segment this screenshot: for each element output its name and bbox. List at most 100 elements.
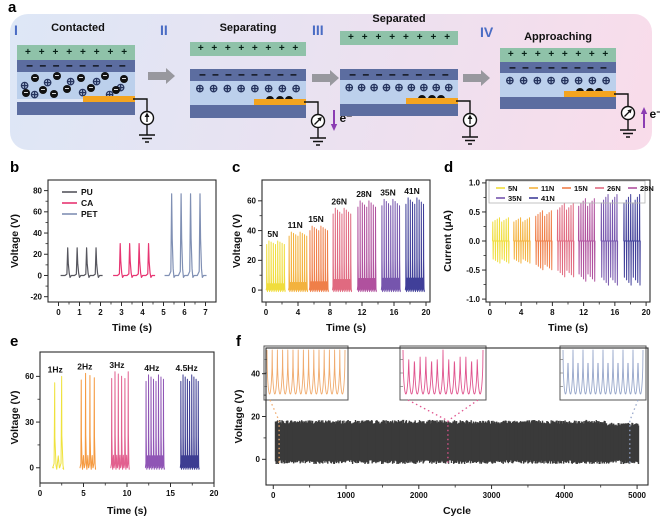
negative-charge: –	[26, 58, 33, 72]
negative-charge: –	[212, 67, 219, 81]
negative-film-layer: – – – – – – – –	[500, 59, 616, 74]
negative-charge: –	[574, 59, 581, 74]
chart-b-voltage-materials: 0 1 2 3 4 5 6 7 -20 0 20 40 60 80 Time (s) Voltage (V) P…	[6, 160, 224, 336]
group-15N	[535, 210, 553, 271]
group-11N	[513, 217, 531, 264]
positive-ion: ⊕	[419, 81, 429, 94]
electron: –	[112, 85, 120, 94]
series-group: 1Hz 2Hz 3Hz 4Hz 4.5Hz	[48, 360, 200, 470]
chart-e-voltage-frequency: 1Hz 2Hz 3Hz 4Hz 4.5Hz 0 5 10 15 20 0 30 60 Time (s) Vo…	[6, 336, 224, 519]
electron: –	[63, 84, 71, 93]
svg-text:4000: 4000	[555, 491, 573, 500]
ammeter-circuit	[133, 98, 155, 143]
positive-charge: +	[575, 49, 582, 60]
svg-text:26N: 26N	[607, 184, 621, 193]
positive-charge: +	[347, 32, 354, 43]
positive-ion-row: ⊕ ⊕ ⊕ ⊕ ⊕ ⊕ ⊕ ⊕	[193, 83, 303, 95]
positive-charge: +	[507, 49, 514, 60]
positive-ion: ⊕	[92, 76, 102, 88]
positive-ion: ⊕	[444, 81, 454, 94]
negative-charge: –	[415, 66, 423, 81]
electron: –	[31, 73, 39, 82]
positive-charge: +	[211, 43, 218, 54]
chart-e-svg: 1Hz 2Hz 3Hz 4Hz 4.5Hz 0 5 10 15 20 0 30 60 Time (s) Vo…	[9, 351, 219, 517]
svg-text:0: 0	[256, 455, 261, 464]
group-26N	[556, 202, 575, 278]
electron: –	[39, 85, 47, 94]
series-group	[492, 194, 641, 286]
positive-ion: ⊕	[43, 77, 53, 89]
positive-charge: +	[278, 43, 285, 54]
positive-charge: +	[66, 46, 73, 58]
positive-charge-row: + + + + + + + +	[194, 42, 302, 56]
ammeter-circuit	[456, 100, 478, 145]
positive-charge: +	[588, 49, 595, 60]
panel-label-f: f	[236, 333, 241, 350]
group-label-2Hz: 2Hz	[77, 361, 92, 371]
svg-text:28N: 28N	[640, 184, 654, 193]
svg-text:35N: 35N	[508, 194, 522, 203]
negative-charge: –	[199, 67, 206, 81]
svg-text:-0.5: -0.5	[466, 266, 480, 275]
panel-label-b: b	[10, 159, 20, 176]
svg-text:20: 20	[251, 412, 260, 421]
chart-d-svg: 5N 11N 15N 26N 28N 35N 41N 0 4 8 12 16 20 -1.0 -0.5 0.0…	[442, 179, 654, 334]
svg-text:0: 0	[30, 464, 35, 473]
negative-charge: –	[251, 67, 258, 81]
stage-title-separating: Separating	[219, 22, 277, 34]
negative-charge-row: – – – – – – – –	[506, 59, 610, 74]
negative-charge: –	[79, 58, 86, 72]
chart-f-svg: 0 1000 2000 3000 4000 5000 0 20 40 Cycle Voltage (…	[233, 345, 649, 517]
group-label-26N: 26N	[331, 196, 347, 206]
positive-ion: ⊕	[209, 82, 219, 95]
chart-f-durability: 0 1000 2000 3000 4000 5000 0 20 40 Cycle Voltage (…	[230, 336, 660, 519]
svg-text:11N: 11N	[541, 184, 554, 193]
x-axis-label: Time (s)	[326, 322, 366, 334]
triboelectric-top-layer: + + + + + + + +	[500, 48, 616, 62]
group-41N	[404, 197, 425, 293]
svg-text:15N: 15N	[574, 184, 588, 193]
triboelectric-top-layer: + + + + + + + +	[190, 42, 306, 56]
negative-charge: –	[119, 58, 126, 72]
electrode	[564, 91, 616, 97]
mechanism-diagram: I Contacted + + + + + + + + – – – – – – – – ⊕ ⊕ ⊕ ⊕ ⊕ ⊕ ⊕ ⊕ – – – – – –…	[0, 0, 660, 160]
positive-ion: ⊕	[195, 82, 205, 95]
negative-film-layer: – – – – – – – –	[340, 66, 458, 81]
positive-ion: ⊕	[222, 82, 232, 95]
svg-text:40: 40	[33, 229, 42, 238]
svg-text:CA: CA	[81, 198, 93, 208]
positive-charge: +	[121, 46, 128, 58]
svg-text:5: 5	[81, 489, 86, 498]
positive-ion: ⊕	[20, 80, 30, 92]
group-26N	[332, 207, 353, 293]
negative-charge: –	[362, 66, 370, 81]
svg-text:16: 16	[610, 308, 619, 317]
negative-charge: –	[264, 67, 271, 81]
group-label-15N: 15N	[308, 214, 324, 224]
panel-label-e: e	[10, 333, 19, 350]
negative-charge: –	[587, 59, 594, 74]
stage-title-approaching: Approaching	[524, 31, 592, 43]
process-arrow	[312, 70, 339, 86]
electrode	[406, 98, 458, 104]
svg-text:60: 60	[247, 197, 256, 206]
svg-text:16: 16	[390, 308, 399, 317]
electron: –	[77, 73, 85, 82]
svg-text:0: 0	[38, 489, 43, 498]
negative-charge: –	[92, 58, 100, 72]
positive-charge: +	[375, 32, 382, 43]
svg-text:PET: PET	[81, 209, 98, 219]
negative-charge-row: – – – – – – – –	[346, 66, 452, 81]
negative-charge: –	[442, 66, 449, 81]
electrode	[83, 96, 135, 102]
svg-text:6: 6	[182, 308, 187, 317]
negative-charge: –	[225, 67, 232, 81]
positive-charge-row: + + + + + + + +	[344, 31, 454, 45]
y-axis-label: Voltage (V)	[9, 390, 21, 444]
svg-text:3: 3	[119, 308, 124, 317]
group-35N	[600, 194, 619, 286]
electrode	[254, 99, 306, 105]
axes: 0 4 8 12 16 20 -1.0 -0.5 0.0 0.5 1.0 Time (s) Curren…	[442, 179, 651, 334]
positive-ion: ⊕	[560, 74, 570, 87]
